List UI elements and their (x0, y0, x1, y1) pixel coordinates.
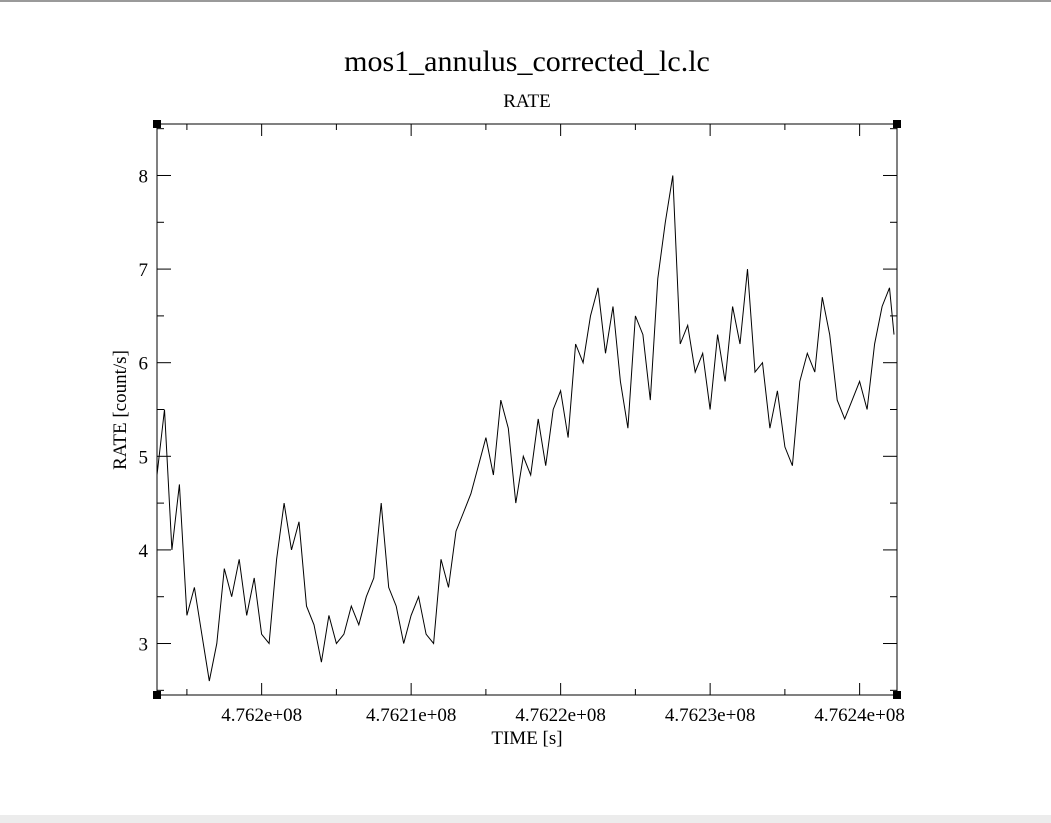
x-axis-label: TIME [s] (491, 728, 562, 749)
chart-subtitle: RATE (503, 91, 551, 112)
y-tick-label: 5 (139, 447, 149, 468)
window-bottom-bar (0, 815, 1051, 823)
y-tick-label: 3 (139, 635, 149, 656)
x-tick-label: 4.7621e+08 (366, 705, 456, 726)
x-tick-label: 4.7622e+08 (515, 705, 605, 726)
y-tick-label: 4 (139, 541, 149, 562)
series-layer (156, 175, 895, 682)
y-tick-label: 7 (139, 260, 149, 281)
y-axis-label: RATE [count/s] (110, 350, 131, 470)
window-top-border (0, 0, 1051, 2)
plot-frame (156, 123, 898, 696)
corner-handle-top-right[interactable] (893, 120, 901, 128)
corner-handle-bottom-left[interactable] (153, 691, 161, 699)
chart-title: mos1_annulus_corrected_lc.lc (344, 45, 710, 78)
corner-handle-top-left[interactable] (153, 120, 161, 128)
y-tick-label: 6 (139, 354, 149, 375)
x-tick-label: 4.762e+08 (221, 705, 302, 726)
axis-tick-labels: 4.762e+08 4.7621e+08 4.7622e+08 4.7623e+08 4… (139, 166, 905, 726)
x-tick-label: 4.7624e+08 (814, 705, 904, 726)
axis-ticks (157, 124, 897, 695)
x-tick-label: 4.7623e+08 (665, 705, 755, 726)
series-line (156, 175, 895, 682)
y-tick-label: 8 (139, 166, 149, 187)
corner-handle-bottom-right[interactable] (893, 691, 901, 699)
